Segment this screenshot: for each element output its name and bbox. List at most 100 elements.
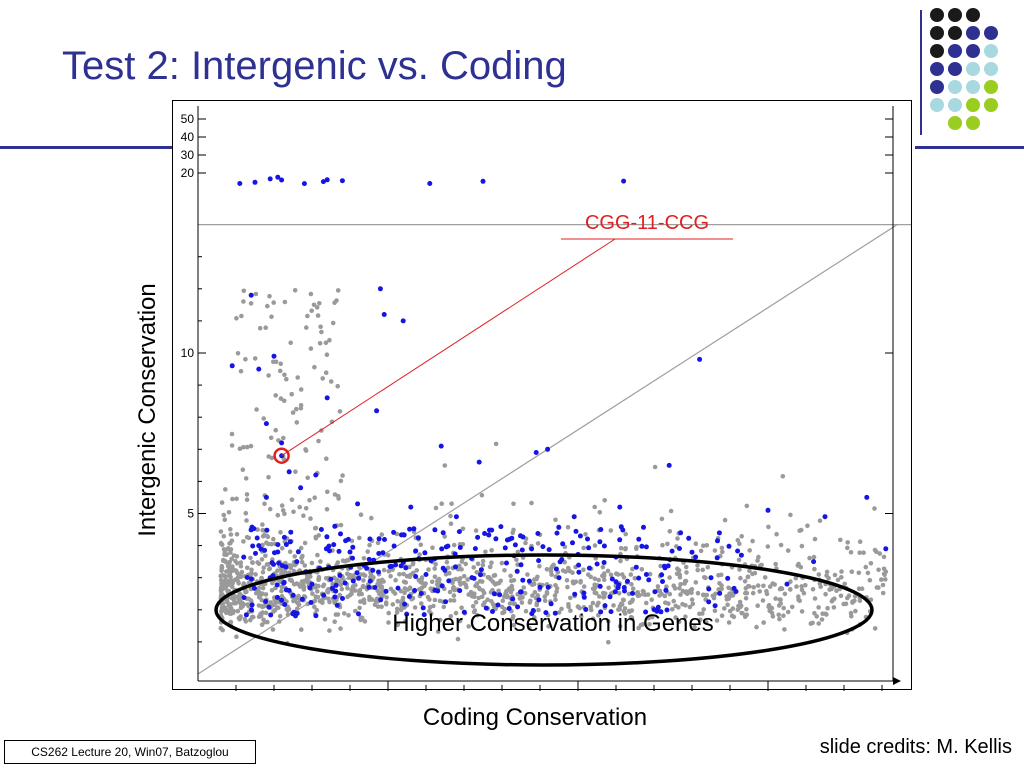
- gray-point: [747, 568, 752, 574]
- gray-point: [253, 291, 259, 297]
- blue-point: [636, 536, 642, 542]
- blue-point: [329, 585, 335, 591]
- blue-point: [256, 366, 262, 372]
- gray-point: [386, 620, 391, 625]
- gray-point: [803, 582, 808, 588]
- gray-point: [592, 504, 597, 510]
- blue-point: [526, 578, 532, 584]
- annotation-ellipse: [214, 553, 874, 667]
- gray-point: [219, 566, 224, 572]
- gray-point: [480, 562, 486, 568]
- gray-point: [241, 288, 247, 294]
- decor-dot: [984, 44, 998, 58]
- gray-point: [388, 573, 393, 579]
- gray-point: [281, 456, 287, 462]
- blue-point: [677, 546, 682, 551]
- blue-point: [241, 554, 247, 560]
- gray-point: [317, 301, 322, 306]
- gray-point: [515, 549, 521, 555]
- blue-point: [442, 567, 448, 573]
- gray-point: [588, 607, 594, 613]
- gray-point: [353, 608, 358, 614]
- gray-point: [649, 614, 655, 620]
- blue-point: [402, 601, 408, 607]
- gray-point: [237, 446, 243, 452]
- gray-point: [432, 597, 438, 603]
- gray-point: [222, 579, 228, 585]
- gray-point: [218, 529, 224, 534]
- gray-point: [398, 607, 404, 613]
- gray-point: [241, 581, 247, 586]
- gray-point: [738, 575, 743, 581]
- gray-point: [394, 606, 400, 612]
- gray-point: [433, 562, 439, 567]
- gray-point: [278, 361, 283, 367]
- gray-point: [581, 567, 586, 573]
- gray-point: [683, 578, 689, 584]
- blue-point: [636, 575, 642, 581]
- gray-point: [240, 467, 246, 473]
- gray-point: [777, 616, 782, 622]
- gray-point: [630, 566, 635, 572]
- gray-point: [361, 578, 366, 583]
- gray-point: [796, 594, 801, 599]
- gray-point: [832, 572, 838, 578]
- gray-point: [253, 590, 259, 596]
- gray-point: [812, 566, 817, 572]
- gray-point: [814, 614, 819, 619]
- decor-dot: [948, 98, 962, 112]
- gray-point: [812, 610, 817, 616]
- blue-point: [536, 558, 542, 564]
- gray-point: [435, 629, 441, 634]
- gray-point: [288, 340, 293, 346]
- blue-point: [411, 526, 417, 532]
- gray-point: [634, 544, 639, 550]
- gray-point: [278, 396, 284, 401]
- gray-point: [315, 589, 320, 594]
- gray-point: [874, 549, 879, 554]
- gray-point: [872, 626, 878, 631]
- blue-point: [404, 611, 410, 617]
- gray-point: [308, 574, 313, 579]
- gray-point: [849, 569, 855, 574]
- decor-dot: [930, 44, 944, 58]
- gray-point: [608, 572, 614, 578]
- blue-point: [660, 579, 665, 584]
- gray-point: [295, 375, 300, 380]
- gray-point: [781, 613, 786, 618]
- gray-point: [299, 627, 304, 632]
- gray-point: [673, 603, 678, 609]
- gray-point: [645, 592, 651, 597]
- gray-point: [839, 575, 844, 580]
- gray-point: [879, 577, 884, 582]
- gray-point: [244, 589, 249, 595]
- gray-point: [714, 618, 720, 623]
- blue-point: [540, 544, 546, 550]
- gray-point: [785, 548, 791, 553]
- gray-point: [266, 566, 272, 572]
- gray-point: [398, 588, 404, 594]
- gray-point: [244, 518, 249, 523]
- gray-point: [239, 600, 245, 605]
- gray-point: [320, 600, 325, 605]
- blue-point: [334, 602, 340, 608]
- gray-point: [379, 577, 385, 583]
- gray-point: [592, 582, 597, 587]
- gray-point: [857, 539, 863, 544]
- gray-point: [235, 594, 240, 600]
- gray-point: [578, 578, 583, 584]
- gray-point: [340, 473, 345, 478]
- blue-point: [275, 174, 281, 180]
- gray-point: [249, 567, 254, 573]
- gray-point: [848, 550, 854, 555]
- blue-point: [504, 560, 509, 566]
- gray-point: [658, 563, 663, 569]
- gray-point: [773, 596, 778, 601]
- blue-point: [478, 567, 484, 573]
- gray-point: [324, 507, 330, 512]
- gray-point: [508, 589, 514, 595]
- blue-point: [327, 548, 332, 554]
- gray-point: [676, 619, 682, 624]
- gray-point: [254, 407, 259, 412]
- gray-point: [445, 565, 451, 571]
